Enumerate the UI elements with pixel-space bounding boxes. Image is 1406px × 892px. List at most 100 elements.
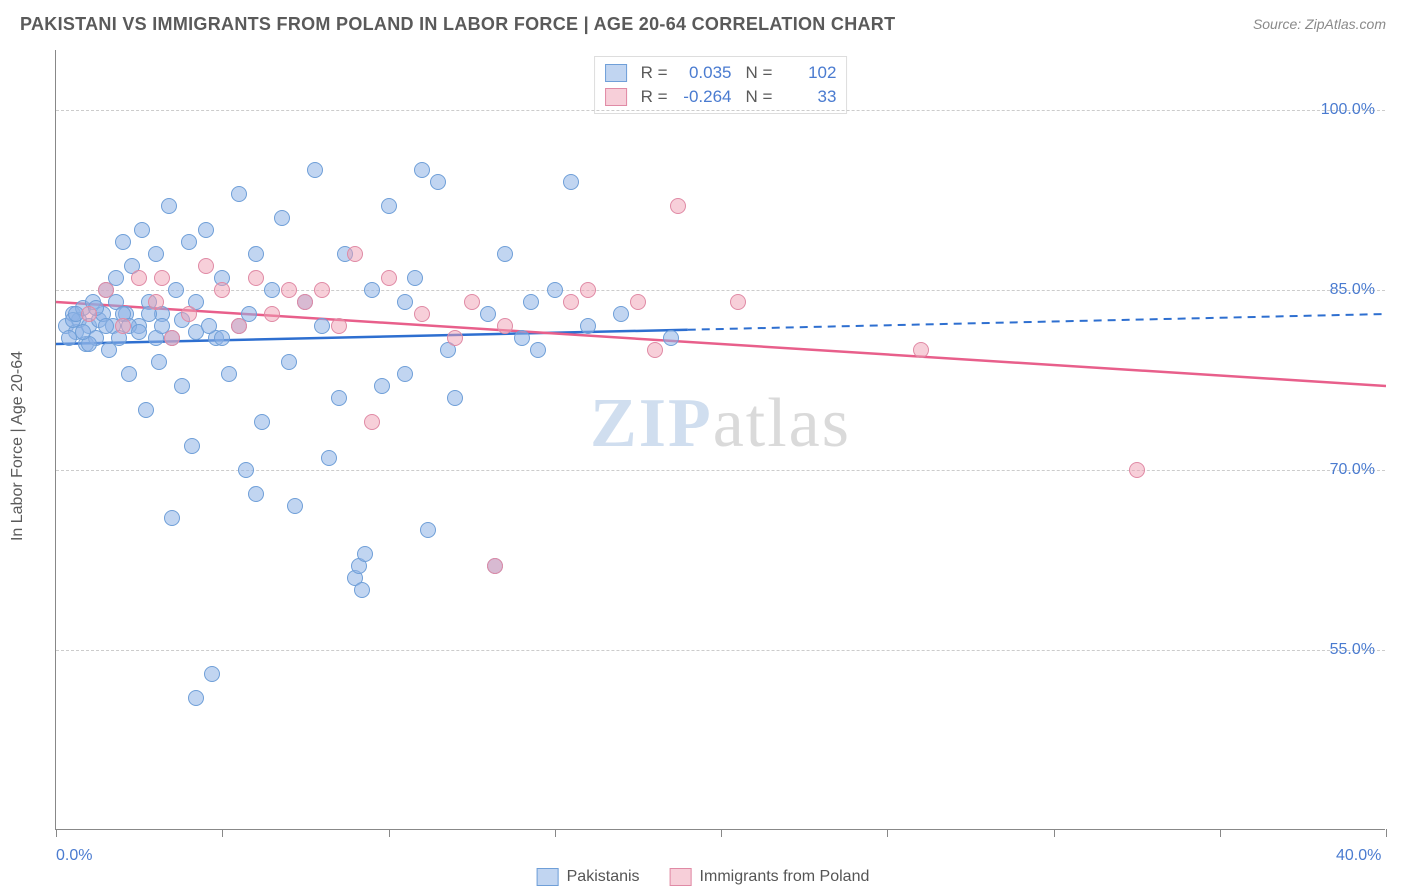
scatter-point-poland [281, 282, 297, 298]
legend-label-pakistanis: Pakistanis [567, 868, 640, 886]
gridline [56, 650, 1385, 651]
scatter-point-poland [198, 258, 214, 274]
chart-title: PAKISTANI VS IMMIGRANTS FROM POLAND IN L… [20, 14, 895, 35]
scatter-point-pakistanis [254, 414, 270, 430]
y-tick-label: 55.0% [1330, 641, 1375, 659]
scatter-point-pakistanis [563, 174, 579, 190]
scatter-point-pakistanis [248, 246, 264, 262]
scatter-point-pakistanis [663, 330, 679, 346]
scatter-point-pakistanis [420, 522, 436, 538]
scatter-point-pakistanis [397, 294, 413, 310]
trendline-dashed-pakistanis [688, 314, 1386, 330]
scatter-point-pakistanis [134, 222, 150, 238]
x-tick-label: 40.0% [1336, 847, 1381, 865]
scatter-point-pakistanis [231, 186, 247, 202]
x-tick [1054, 829, 1055, 837]
scatter-point-pakistanis [264, 282, 280, 298]
scatter-point-pakistanis [198, 222, 214, 238]
scatter-point-poland [264, 306, 280, 322]
scatter-point-poland [248, 270, 264, 286]
scatter-point-poland [98, 282, 114, 298]
scatter-point-poland [214, 282, 230, 298]
scatter-point-poland [314, 282, 330, 298]
scatter-point-pakistanis [287, 498, 303, 514]
x-tick [389, 829, 390, 837]
scatter-point-poland [115, 318, 131, 334]
legend-label-poland: Immigrants from Poland [700, 868, 870, 886]
scatter-point-pakistanis [397, 366, 413, 382]
watermark-zip: ZIP [590, 385, 713, 462]
scatter-point-pakistanis [131, 324, 147, 340]
swatch-poland [670, 868, 692, 886]
scatter-point-pakistanis [381, 198, 397, 214]
gridline [56, 470, 1385, 471]
scatter-point-poland [464, 294, 480, 310]
gridline [56, 110, 1385, 111]
trend-lines-svg [56, 50, 1386, 830]
scatter-point-pakistanis [321, 450, 337, 466]
y-tick-label: 70.0% [1330, 461, 1375, 479]
scatter-point-pakistanis [204, 666, 220, 682]
scatter-point-poland [580, 282, 596, 298]
scatter-point-poland [154, 270, 170, 286]
swatch-poland [605, 88, 627, 106]
scatter-point-poland [447, 330, 463, 346]
scatter-point-pakistanis [547, 282, 563, 298]
scatter-point-pakistanis [181, 234, 197, 250]
x-tick [222, 829, 223, 837]
x-tick [721, 829, 722, 837]
x-tick-label: 0.0% [56, 847, 92, 865]
y-tick-label: 85.0% [1330, 281, 1375, 299]
scatter-point-poland [181, 306, 197, 322]
scatter-point-poland [670, 198, 686, 214]
scatter-point-pakistanis [364, 282, 380, 298]
scatter-point-pakistanis [307, 162, 323, 178]
x-tick [887, 829, 888, 837]
stat-label-n: N = [746, 87, 773, 107]
scatter-point-poland [331, 318, 347, 334]
x-tick [56, 829, 57, 837]
scatter-point-poland [630, 294, 646, 310]
scatter-point-pakistanis [168, 282, 184, 298]
scatter-point-pakistanis [414, 162, 430, 178]
scatter-point-poland [364, 414, 380, 430]
scatter-point-poland [1129, 462, 1145, 478]
scatter-point-pakistanis [314, 318, 330, 334]
x-tick [1220, 829, 1221, 837]
scatter-point-poland [347, 246, 363, 262]
swatch-pakistanis [605, 64, 627, 82]
scatter-point-poland [297, 294, 313, 310]
scatter-point-poland [647, 342, 663, 358]
scatter-point-pakistanis [580, 318, 596, 334]
scatter-point-pakistanis [331, 390, 347, 406]
legend-item-poland: Immigrants from Poland [670, 868, 870, 886]
scatter-point-pakistanis [497, 246, 513, 262]
stat-n-poland: 33 [780, 87, 836, 107]
stats-row-pakistanis: R = 0.035 N = 102 [605, 61, 837, 85]
scatter-point-poland [563, 294, 579, 310]
scatter-point-pakistanis [248, 486, 264, 502]
scatter-point-pakistanis [407, 270, 423, 286]
scatter-point-pakistanis [430, 174, 446, 190]
scatter-point-pakistanis [274, 210, 290, 226]
source-attribution: Source: ZipAtlas.com [1253, 16, 1386, 32]
scatter-point-pakistanis [523, 294, 539, 310]
bottom-legend: Pakistanis Immigrants from Poland [537, 868, 870, 886]
scatter-point-pakistanis [75, 324, 91, 340]
gridline [56, 290, 1385, 291]
scatter-point-pakistanis [115, 234, 131, 250]
scatter-point-pakistanis [613, 306, 629, 322]
swatch-pakistanis [537, 868, 559, 886]
scatter-point-poland [148, 294, 164, 310]
scatter-point-poland [231, 318, 247, 334]
scatter-point-poland [414, 306, 430, 322]
y-tick-label: 100.0% [1321, 101, 1375, 119]
scatter-point-pakistanis [121, 366, 137, 382]
scatter-point-pakistanis [480, 306, 496, 322]
scatter-point-pakistanis [164, 510, 180, 526]
scatter-point-poland [381, 270, 397, 286]
stat-label-n: N = [746, 63, 773, 83]
scatter-point-pakistanis [238, 462, 254, 478]
scatter-point-poland [487, 558, 503, 574]
scatter-point-pakistanis [138, 402, 154, 418]
